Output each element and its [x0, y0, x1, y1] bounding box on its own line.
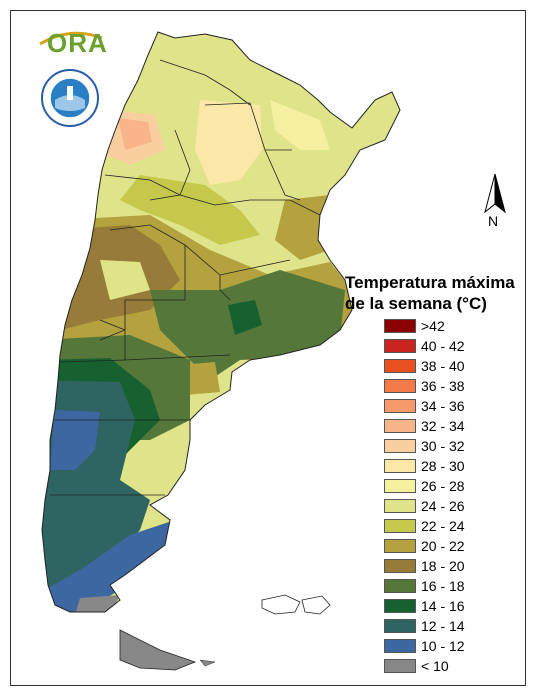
legend-label: 18 - 20: [421, 558, 465, 574]
legend-title-line2: de la semana (°C): [345, 294, 487, 313]
legend-swatch: [384, 659, 416, 673]
ora-logo-text: ORA: [47, 28, 108, 58]
legend-swatch: [384, 539, 416, 553]
legend-label: 22 - 24: [421, 518, 465, 534]
legend-label: 24 - 26: [421, 498, 465, 514]
legend-label: 12 - 14: [421, 618, 465, 634]
north-arrow-label: N: [488, 213, 499, 229]
legend-swatch: [384, 419, 416, 433]
malvinas-islands: [261, 594, 331, 615]
legend-swatch: [384, 599, 416, 613]
legend-swatch: [384, 319, 416, 333]
north-arrow-icon: [484, 173, 506, 214]
legend-label: 26 - 28: [421, 478, 465, 494]
legend-title-line1: Temperatura máxima: [345, 273, 515, 292]
legend-label: 38 - 40: [421, 358, 465, 374]
legend-swatch: [384, 499, 416, 513]
legend-label: 20 - 22: [421, 538, 465, 554]
legend-label: 16 - 18: [421, 578, 465, 594]
legend-swatch: [384, 479, 416, 493]
legend-label: 28 - 30: [421, 458, 465, 474]
legend-swatch: [384, 559, 416, 573]
smn-seal-logo: [40, 68, 100, 128]
legend-label: < 10: [421, 658, 449, 674]
legend-swatch: [384, 639, 416, 653]
legend-swatch: [384, 579, 416, 593]
legend-swatch: [384, 459, 416, 473]
legend-swatch: [384, 399, 416, 413]
legend-label: 34 - 36: [421, 398, 465, 414]
tierra-del-fuego: [119, 629, 197, 671]
legend-label: 40 - 42: [421, 338, 465, 354]
legend-swatch: [384, 359, 416, 373]
legend-title: Temperatura máxima de la semana (°C): [345, 272, 530, 314]
legend-label: 32 - 34: [421, 418, 465, 434]
legend-swatch: [384, 339, 416, 353]
legend-label: 36 - 38: [421, 378, 465, 394]
legend-swatch: [384, 619, 416, 633]
legend-label: 10 - 12: [421, 638, 465, 654]
legend-label: 30 - 32: [421, 438, 465, 454]
legend-swatch: [384, 519, 416, 533]
ora-logo: [30, 24, 110, 64]
legend-swatch: [384, 379, 416, 393]
legend-label: >42: [421, 318, 445, 334]
legend-swatch: [384, 439, 416, 453]
legend-label: 14 - 16: [421, 598, 465, 614]
